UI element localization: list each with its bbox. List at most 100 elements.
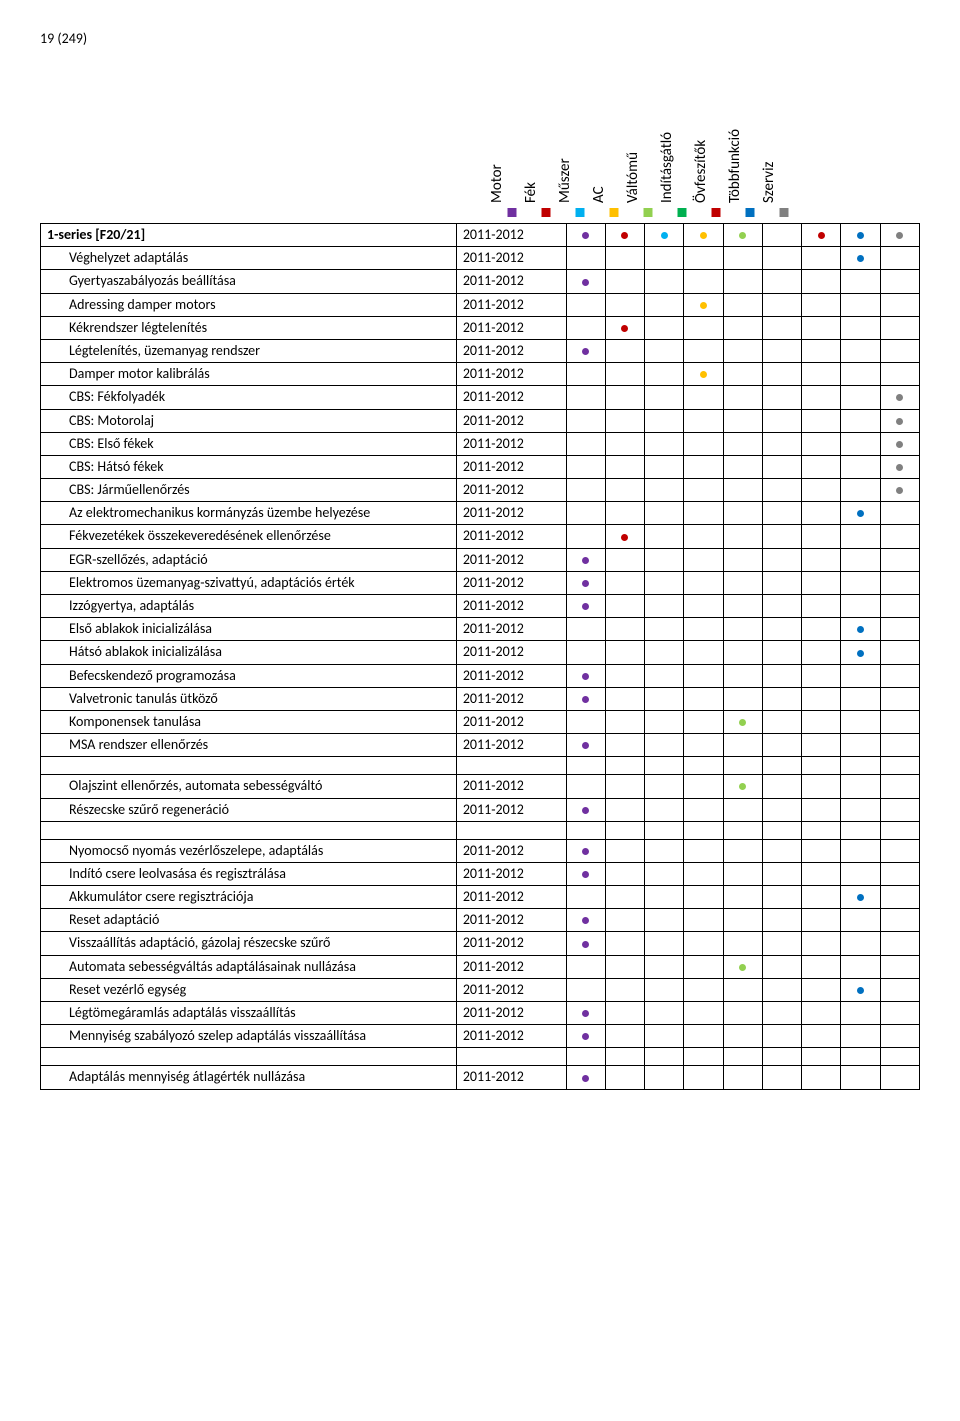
dot-cell (684, 909, 723, 932)
gap-cell (841, 757, 880, 775)
dot-cell (566, 1002, 605, 1025)
dot-cell (566, 862, 605, 885)
dot-cell (566, 479, 605, 502)
dot-cell (841, 862, 880, 885)
gap-cell (456, 1048, 566, 1066)
dot-cell (645, 798, 684, 821)
dot-icon (582, 232, 589, 239)
table-row: Légtömegáramlás adaptálás visszaállítás2… (41, 1002, 920, 1025)
dot-cell (645, 386, 684, 409)
table-row: CBS: Fékfolyadék2011-2012 (41, 386, 920, 409)
dot-cell (605, 909, 644, 932)
dot-cell (880, 409, 919, 432)
dot-cell (880, 710, 919, 733)
dot-cell (762, 224, 801, 247)
dot-cell (802, 798, 841, 821)
dot-cell (880, 339, 919, 362)
table-row: CBS: Hátsó fékek2011-2012 (41, 455, 920, 478)
dot-cell (802, 595, 841, 618)
dot-cell (645, 862, 684, 885)
dot-icon (857, 255, 864, 262)
dot-cell (762, 641, 801, 664)
dot-cell (645, 432, 684, 455)
dot-cell (762, 909, 801, 932)
dot-cell (566, 734, 605, 757)
row-name: Gyertyaszabályozás beállítása (41, 270, 457, 293)
dot-icon (857, 232, 864, 239)
dot-cell (880, 548, 919, 571)
dot-cell (605, 479, 644, 502)
dot-cell (762, 955, 801, 978)
gap-cell (880, 1048, 919, 1066)
table-row: Automata sebességváltás adaptálásainak n… (41, 955, 920, 978)
dot-icon (582, 742, 589, 749)
chart-area: MotorFékMűszerACVáltóműIndításgátlóÖvfes… (40, 87, 920, 1090)
dot-cell (566, 664, 605, 687)
dot-icon (857, 894, 864, 901)
dot-icon (739, 719, 746, 726)
dot-cell (605, 455, 644, 478)
row-year: 2011-2012 (456, 316, 566, 339)
dot-cell (684, 978, 723, 1001)
dot-cell (723, 932, 762, 955)
gap-row (41, 1048, 920, 1066)
dot-cell (605, 1066, 644, 1089)
dot-icon (857, 626, 864, 633)
dot-cell (645, 571, 684, 594)
dot-cell (566, 932, 605, 955)
dot-cell (605, 687, 644, 710)
data-table: 1-series [F20/21]2011-2012Véghelyzet ada… (40, 223, 920, 1090)
dot-cell (605, 641, 644, 664)
legend-label: Fék (522, 182, 540, 203)
legend-square-icon (610, 208, 619, 217)
dot-cell (566, 886, 605, 909)
table-row: Véghelyzet adaptálás2011-2012 (41, 247, 920, 270)
dot-cell (605, 664, 644, 687)
dot-cell (723, 909, 762, 932)
gap-cell (762, 1048, 801, 1066)
dot-cell (802, 839, 841, 862)
gap-cell (880, 821, 919, 839)
dot-cell (684, 1066, 723, 1089)
table-row: Kékrendszer légtelenítés2011-2012 (41, 316, 920, 339)
dot-cell (723, 386, 762, 409)
dot-cell (841, 687, 880, 710)
dot-cell (645, 886, 684, 909)
dot-icon (582, 848, 589, 855)
dot-cell (684, 687, 723, 710)
dot-icon (896, 487, 903, 494)
dot-cell (723, 363, 762, 386)
gap-cell (684, 757, 723, 775)
dot-cell (645, 270, 684, 293)
gap-cell (684, 1048, 723, 1066)
dot-cell (880, 363, 919, 386)
row-name: Kékrendszer légtelenítés (41, 316, 457, 339)
dot-cell (802, 1025, 841, 1048)
dot-cell (841, 386, 880, 409)
dot-cell (762, 548, 801, 571)
dot-cell (605, 839, 644, 862)
row-year: 2011-2012 (456, 1025, 566, 1048)
dot-cell (802, 247, 841, 270)
table-row: Izzógyertya, adaptálás2011-2012 (41, 595, 920, 618)
dot-cell (802, 409, 841, 432)
table-row: Nyomocső nyomás vezérlőszelepe, adaptálá… (41, 839, 920, 862)
row-year: 2011-2012 (456, 932, 566, 955)
table-row: EGR-szellőzés, adaptáció2011-2012 (41, 548, 920, 571)
gap-cell (566, 821, 605, 839)
dot-cell (723, 247, 762, 270)
row-name: CBS: Első fékek (41, 432, 457, 455)
row-name: EGR-szellőzés, adaptáció (41, 548, 457, 571)
table-row: Damper motor kalibrálás2011-2012 (41, 363, 920, 386)
dot-cell (723, 525, 762, 548)
dot-cell (645, 687, 684, 710)
row-year: 2011-2012 (456, 839, 566, 862)
dot-cell (723, 955, 762, 978)
row-year: 2011-2012 (456, 432, 566, 455)
dot-cell (684, 595, 723, 618)
dot-cell (645, 932, 684, 955)
dot-cell (645, 978, 684, 1001)
dot-cell (880, 247, 919, 270)
dot-cell (645, 909, 684, 932)
dot-cell (802, 571, 841, 594)
